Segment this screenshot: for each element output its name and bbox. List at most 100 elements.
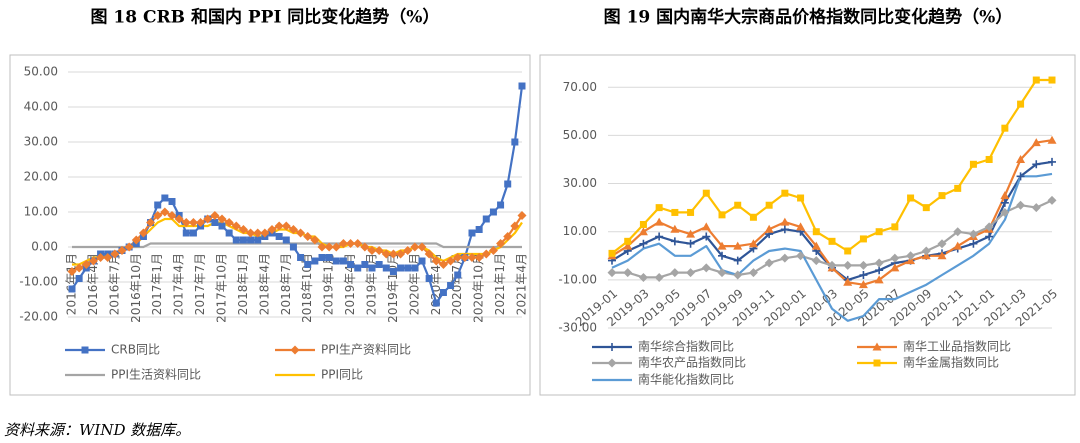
x-tick-label: 2018年10月 <box>300 253 314 323</box>
data-point <box>639 220 647 228</box>
data-point <box>702 189 710 197</box>
data-point <box>167 211 177 220</box>
data-point <box>623 268 633 278</box>
data-point <box>418 257 426 265</box>
data-point <box>67 267 77 276</box>
data-point <box>875 266 884 275</box>
data-point <box>189 229 197 237</box>
chart-title: 图 18 CRB 和国内 PPI 同比变化趋势（%） <box>91 7 440 28</box>
data-point <box>874 258 884 268</box>
data-point <box>318 254 326 261</box>
data-point <box>210 211 220 220</box>
data-point <box>311 257 319 265</box>
data-point <box>411 264 419 272</box>
data-point <box>812 228 820 236</box>
data-point <box>381 249 391 259</box>
data-point <box>875 228 883 236</box>
data-point <box>353 239 363 248</box>
data-point <box>403 246 413 255</box>
data-point <box>670 224 680 233</box>
data-point <box>827 260 837 270</box>
data-point <box>496 239 506 248</box>
data-point <box>267 225 277 234</box>
data-point <box>439 289 447 296</box>
data-point <box>701 263 711 273</box>
data-point <box>937 251 947 260</box>
y-tick-label: 50.00 <box>563 128 597 142</box>
legend-label: 南华工业品指数同比 <box>903 339 1011 354</box>
data-point <box>453 253 463 262</box>
data-point <box>890 253 900 263</box>
x-tick-label: 2019年4月 <box>343 253 357 315</box>
data-point <box>174 214 184 224</box>
data-point <box>518 82 526 90</box>
data-point <box>460 253 470 262</box>
data-point <box>153 211 163 220</box>
data-point <box>1000 198 1009 207</box>
data-point <box>687 208 695 216</box>
data-point <box>454 271 462 279</box>
data-point <box>131 235 141 245</box>
data-point <box>701 222 711 231</box>
legend-marker <box>608 343 616 351</box>
data-point <box>331 242 341 252</box>
data-point <box>161 194 169 202</box>
x-tick-label: 2018年1月 <box>236 253 250 315</box>
data-point <box>238 225 248 234</box>
data-point <box>417 242 427 252</box>
data-point <box>110 249 120 259</box>
data-point <box>748 268 758 278</box>
data-point <box>247 236 255 244</box>
data-point <box>906 251 916 261</box>
data-point <box>410 242 420 252</box>
data-point <box>968 229 978 239</box>
data-point <box>488 246 498 255</box>
data-point <box>797 194 805 202</box>
data-point <box>764 258 774 268</box>
data-point <box>1048 76 1056 84</box>
legend-marker <box>81 346 89 354</box>
data-point <box>154 201 162 209</box>
data-point <box>765 201 773 209</box>
data-point <box>1047 135 1057 144</box>
data-point <box>654 217 664 226</box>
data-point <box>623 241 633 250</box>
data-point <box>969 239 978 248</box>
data-point <box>74 263 84 273</box>
data-point <box>686 239 695 248</box>
data-point <box>447 282 455 289</box>
data-point <box>1031 203 1041 213</box>
data-point <box>431 256 441 266</box>
data-point <box>338 239 348 248</box>
data-point <box>254 236 262 244</box>
data-point <box>858 280 868 289</box>
data-point <box>324 242 334 252</box>
data-point <box>304 261 312 268</box>
data-point <box>717 241 727 250</box>
data-point <box>246 228 256 238</box>
data-point <box>368 264 376 272</box>
data-point <box>985 155 993 163</box>
data-point <box>361 261 369 268</box>
data-point <box>686 268 696 278</box>
data-point <box>607 268 617 278</box>
data-point <box>475 226 483 233</box>
data-point <box>984 222 994 232</box>
data-point <box>374 246 384 255</box>
data-point <box>733 270 743 280</box>
data-point <box>780 225 789 234</box>
data-point <box>1016 200 1026 210</box>
data-point <box>859 235 867 243</box>
data-point <box>425 275 433 282</box>
data-point <box>1016 172 1025 181</box>
legend-label: PPI同比 <box>321 368 363 382</box>
legend-label: 南华能化指数同比 <box>638 372 734 387</box>
data-point <box>182 229 190 237</box>
y-tick-label: 40.00 <box>24 100 58 114</box>
data-point <box>168 198 176 205</box>
data-point <box>281 221 291 231</box>
chart-frame <box>9 54 531 396</box>
data-point <box>424 249 434 259</box>
data-point <box>438 260 448 269</box>
